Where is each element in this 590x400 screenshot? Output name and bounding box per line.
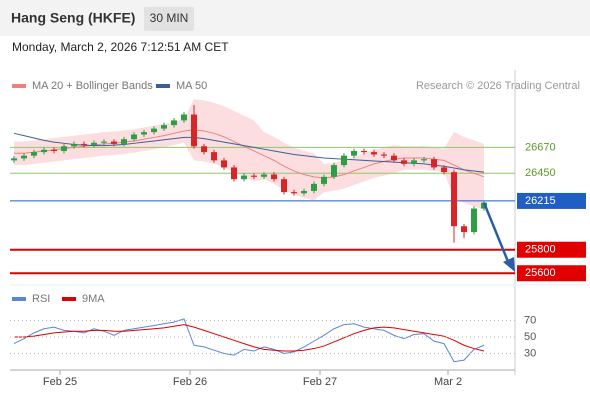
level-label: 26670: [525, 141, 556, 153]
candle-body: [451, 172, 457, 227]
candle-body: [231, 167, 237, 180]
candle-body: [31, 152, 37, 156]
candle-body: [101, 141, 107, 143]
candle-body: [441, 167, 447, 173]
candle-body: [171, 120, 177, 126]
legend-swatch: [12, 84, 26, 88]
legend-swatch: [62, 297, 76, 301]
candle-body: [431, 159, 437, 168]
candle-body: [11, 158, 17, 161]
candle-body: [91, 142, 97, 146]
candle-body: [41, 149, 47, 153]
candle-body: [161, 125, 167, 129]
candle-body: [61, 146, 67, 151]
candle-body: [291, 192, 297, 194]
candle-body: [141, 132, 147, 135]
credit: Research © 2026 Trading Central: [416, 80, 580, 92]
timeframe-badge: [144, 7, 194, 31]
level-label: 26450: [525, 167, 556, 179]
candle-body: [421, 159, 427, 161]
candle-body: [211, 152, 217, 161]
candle-body: [321, 176, 327, 184]
header-bar: [0, 0, 590, 36]
candle-body: [381, 154, 387, 156]
legend-label: MA 20 + Bollinger Bands: [32, 80, 153, 92]
candle-body: [471, 208, 477, 233]
level-label: 26215: [525, 195, 556, 207]
candle-body: [371, 152, 377, 155]
y-tick-label: 50: [524, 331, 536, 343]
instrument-title: Hang Seng (HKFE): [11, 10, 135, 26]
candle-body: [351, 150, 357, 156]
candle-body: [191, 114, 197, 147]
candle-body: [391, 155, 397, 161]
x-tick-label: Feb 25: [43, 376, 77, 388]
candle-body: [51, 149, 57, 151]
legend-swatch: [12, 297, 26, 301]
forecast-arrowhead: [503, 257, 515, 272]
timeframe: 30 MIN: [150, 11, 189, 25]
candle-body: [401, 160, 407, 164]
candle-body: [461, 226, 467, 233]
candle-body: [311, 183, 317, 191]
candle-body: [81, 143, 87, 146]
candle-body: [331, 165, 337, 177]
x-tick-label: Feb 26: [173, 376, 207, 388]
datetime: Monday, March 2, 2026 7:12:51 AM CET: [12, 40, 229, 54]
candle-body: [121, 139, 127, 144]
level-label-box: [517, 265, 586, 282]
candle-body: [151, 128, 157, 133]
legend-label: 9MA: [82, 293, 105, 305]
forecast-arrow: [482, 202, 511, 265]
level-label: 25800: [525, 244, 556, 256]
candle-body: [131, 134, 137, 140]
candle-body: [251, 175, 257, 177]
candle-body: [201, 146, 207, 153]
x-tick-label: Mar 2: [434, 376, 462, 388]
candle-body: [361, 150, 367, 153]
indicator-line: [14, 324, 485, 352]
bollinger-band: [14, 99, 484, 210]
candle-body: [341, 155, 347, 166]
y-tick-label: 70: [524, 314, 536, 326]
indicator-line: [13, 318, 485, 363]
candle-body: [181, 114, 187, 121]
candle-body: [221, 160, 227, 168]
candle-body: [241, 175, 247, 180]
candle-body: [301, 190, 307, 194]
legend-swatch: [156, 84, 170, 88]
legend-label: RSI: [32, 293, 50, 305]
candle-body: [261, 174, 267, 177]
level-label-box: [517, 241, 586, 258]
y-tick-label: 30: [524, 347, 536, 359]
candle-body: [71, 143, 77, 147]
candle-body: [271, 174, 277, 180]
candle-body: [411, 160, 417, 164]
level-label-box: [517, 192, 586, 209]
x-tick-label: Feb 27: [303, 376, 337, 388]
legend-label: MA 50: [176, 80, 207, 92]
candle-body: [111, 141, 117, 144]
candle-body: [21, 155, 27, 159]
level-label: 25600: [525, 267, 556, 279]
candle-body: [281, 179, 287, 193]
